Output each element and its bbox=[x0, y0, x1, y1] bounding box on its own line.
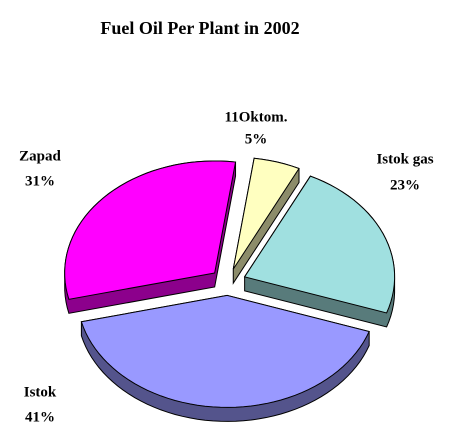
slice bbox=[64, 160, 237, 300]
slice-label: Istok bbox=[24, 384, 57, 400]
slice bbox=[243, 175, 396, 314]
slice-label: Zapad bbox=[19, 148, 61, 164]
slice bbox=[80, 294, 370, 408]
slice-value-label: 23% bbox=[390, 177, 420, 193]
slice bbox=[232, 157, 300, 270]
slice-label: Istok gas bbox=[376, 151, 433, 167]
slice-value-label: 41% bbox=[25, 409, 55, 425]
slice-label: 11Oktom. bbox=[225, 109, 288, 125]
slice-value-label: 31% bbox=[25, 173, 55, 189]
slice-value-label: 5% bbox=[245, 131, 268, 147]
chart-title: Fuel Oil Per Plant in 2002 bbox=[100, 18, 299, 38]
